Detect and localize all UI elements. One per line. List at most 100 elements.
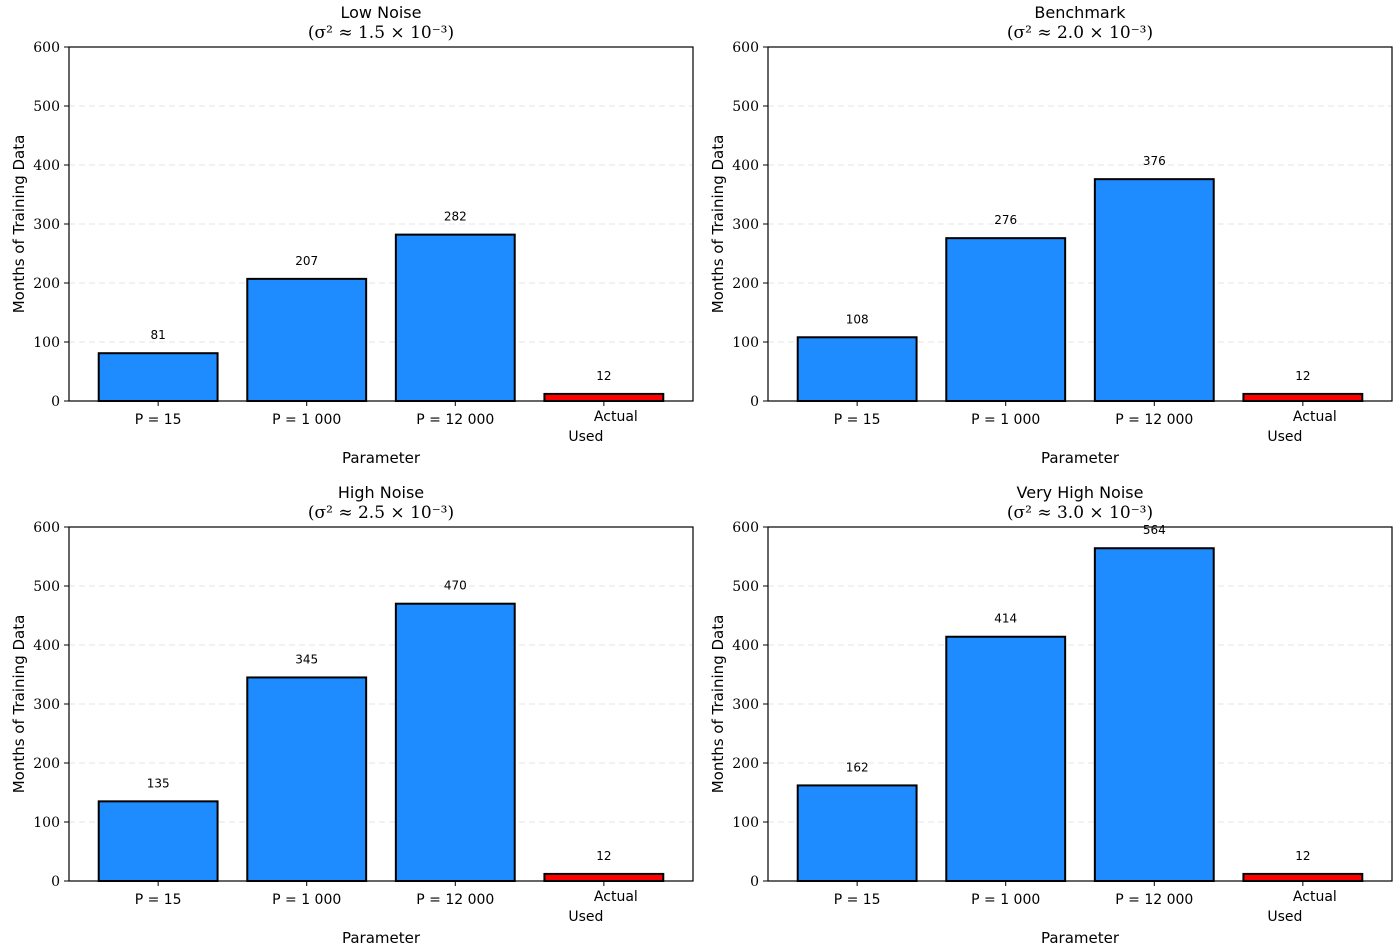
x-axis-label: Parameter [1041,929,1120,947]
y-tick-label: 200 [33,276,60,292]
bar [394,602,516,882]
y-tick-label: 200 [732,756,759,772]
x-tick-label-line2: Used [1267,429,1302,445]
data-label: 414 [994,612,1017,626]
y-tick-label: 100 [732,815,759,831]
y-axis-label: Months of Training Data [709,615,727,794]
y-tick-label: 500 [33,99,60,115]
y-tick-label: 600 [33,40,60,56]
x-tick-label: Actual [1293,889,1337,905]
y-tick-label: 0 [51,874,60,890]
bar [945,635,1067,882]
data-label: 12 [1295,369,1310,383]
x-tick-label-line2: Used [568,429,603,445]
x-tick-label: Actual [594,889,638,905]
y-tick-label: 500 [732,99,759,115]
x-tick-label: P = 12 000 [1115,892,1193,908]
chart-subtitle: (σ² ≈ 2.0 × 10⁻³) [1007,23,1153,43]
y-tick-label: 400 [33,638,60,654]
chart-subtitle: (σ² ≈ 2.5 × 10⁻³) [308,503,454,523]
bar [543,392,665,403]
y-tick-label: 100 [33,815,60,831]
bar [97,352,219,402]
x-tick-label-line2: Used [1267,909,1302,925]
y-tick-label: 500 [33,579,60,595]
y-tick-label: 200 [33,756,60,772]
y-tick-label: 300 [732,697,759,713]
subplot-1: 108 276 376 12 0 100 200 300 400 500 600 P = 15 P = … [709,3,1393,467]
x-tick-label: Actual [594,409,638,425]
x-tick-label-line2: Used [568,909,603,925]
y-tick-label: 400 [33,158,60,174]
bar [97,800,219,882]
bar [796,784,918,882]
data-label: 12 [596,849,611,863]
y-axis-label: Months of Training Data [10,135,28,314]
data-label: 162 [846,760,869,774]
x-tick-label: Actual [1293,409,1337,425]
y-tick-label: 100 [33,335,60,351]
chart-subtitle: (σ² ≈ 3.0 × 10⁻³) [1007,503,1153,523]
data-label: 282 [444,210,467,224]
x-tick-label: P = 15 [135,412,182,428]
chart-title: High Noise [338,483,424,502]
chart-title: Very High Noise [1017,483,1144,502]
y-tick-label: 500 [732,579,759,595]
subplot-3: 162 414 564 12 0 100 200 300 400 500 600 P = 15 P = … [709,483,1393,947]
subplot-2: 135 345 470 12 0 100 200 300 400 500 600 P = 15 P = … [10,483,694,947]
x-tick-label: P = 15 [135,892,182,908]
y-tick-label: 200 [732,276,759,292]
y-tick-label: 600 [33,520,60,536]
data-label: 135 [147,776,170,790]
x-axis-label: Parameter [342,449,421,467]
y-tick-label: 400 [732,158,759,174]
bar [1242,392,1364,403]
bar [796,336,918,402]
bar [543,872,665,882]
data-label: 276 [994,213,1017,227]
bar [1242,872,1364,882]
y-tick-label: 100 [732,335,759,351]
y-tick-label: 0 [51,394,60,410]
x-tick-label: P = 12 000 [1115,412,1193,428]
data-label: 470 [444,579,467,593]
x-tick-label: P = 15 [834,412,881,428]
data-label: 12 [1295,849,1310,863]
data-label: 564 [1143,523,1166,537]
y-axis-label: Months of Training Data [10,615,28,794]
x-tick-label: P = 1 000 [272,892,341,908]
data-label: 345 [295,652,318,666]
chart-title: Low Noise [341,3,422,22]
chart-title: Benchmark [1034,3,1126,22]
data-label: 12 [596,369,611,383]
y-tick-label: 400 [732,638,759,654]
x-tick-label: P = 1 000 [272,412,341,428]
x-axis-label: Parameter [1041,449,1120,467]
y-tick-label: 600 [732,520,759,536]
data-label: 376 [1143,154,1166,168]
bar [394,233,516,402]
y-tick-label: 300 [33,697,60,713]
bar [945,237,1067,402]
x-tick-label: P = 12 000 [416,412,494,428]
y-tick-label: 300 [33,217,60,233]
y-tick-label: 300 [732,217,759,233]
data-label: 81 [151,328,166,342]
y-axis-label: Months of Training Data [709,135,727,314]
x-tick-label: P = 12 000 [416,892,494,908]
bar [246,676,368,883]
x-tick-label: P = 1 000 [971,412,1040,428]
data-label: 108 [846,312,869,326]
bar [1093,178,1215,402]
data-label: 207 [295,254,318,268]
y-tick-label: 0 [750,874,759,890]
bar [246,277,368,402]
x-tick-label: P = 15 [834,892,881,908]
subplot-0: 81 207 282 12 0 100 200 300 400 500 600 P = 15 P = 1… [10,3,694,467]
chart-subtitle: (σ² ≈ 1.5 × 10⁻³) [308,23,454,43]
bar [1093,547,1215,882]
x-tick-label: P = 1 000 [971,892,1040,908]
y-tick-label: 0 [750,394,759,410]
y-tick-label: 600 [732,40,759,56]
